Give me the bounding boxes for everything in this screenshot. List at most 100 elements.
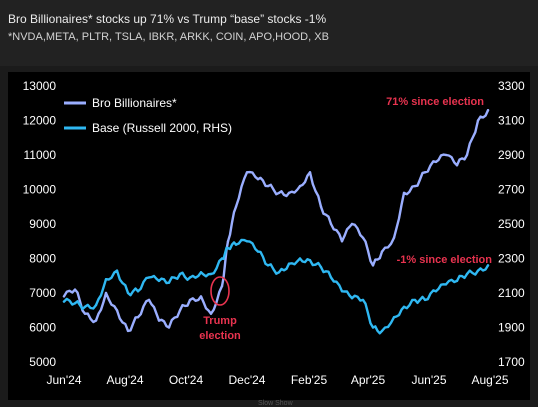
base-data-point — [115, 269, 119, 272]
bro-data-point — [136, 316, 140, 319]
base-data-point — [256, 250, 260, 253]
bro-data-point — [115, 309, 119, 312]
legend-label-base: Base (Russell 2000, RHS) — [92, 121, 232, 135]
bro-data-point — [319, 205, 323, 208]
bro-data-point — [361, 236, 365, 239]
bro-data-point — [423, 171, 427, 174]
y-left-tick-label: 11000 — [24, 148, 57, 162]
y-right-tick-label: 2700 — [498, 183, 525, 197]
x-tick-label: Feb'25 — [291, 373, 328, 387]
y-left-tick-label: 8000 — [29, 252, 56, 266]
base-data-point — [199, 271, 203, 274]
base-data-point — [319, 265, 323, 269]
bro-data-point — [308, 171, 312, 174]
base-data-point — [423, 298, 427, 302]
y-left-tick-label: 7000 — [29, 286, 56, 300]
bro-data-point — [245, 171, 249, 174]
chart-subtitle: *NVDA,META, PLTR, TSLA, IBKR, ARKK, COIN… — [8, 31, 329, 43]
base-data-point — [486, 264, 490, 267]
bro-data-point — [277, 191, 281, 195]
y-right-tick-label: 3300 — [498, 79, 525, 93]
y-left-tick-label: 13000 — [23, 79, 57, 93]
base-data-point — [167, 281, 171, 284]
y-left-tick-label: 10000 — [23, 183, 57, 197]
header: Bro Billionaires* stocks up 71% vs Trump… — [0, 0, 538, 66]
x-tick-label: Oct'24 — [169, 373, 204, 387]
bro-data-point — [455, 164, 459, 167]
base-data-point — [392, 316, 396, 319]
bro-data-point — [266, 184, 270, 188]
bro-data-point — [209, 312, 213, 315]
bro-data-point — [444, 153, 448, 157]
bro-data-point — [62, 295, 66, 298]
base-data-point — [188, 276, 192, 279]
x-tick-label: Aug'25 — [472, 373, 509, 387]
election-marker-circle — [210, 276, 230, 306]
y-right-tick-label: 3100 — [498, 114, 525, 128]
bro-data-point — [178, 309, 182, 312]
y-left-tick-label: 9000 — [29, 217, 56, 231]
chart-panel — [8, 72, 530, 400]
annotation-base-change: -1% since election — [397, 254, 493, 266]
bro-data-point — [256, 178, 260, 181]
base-data-point — [104, 278, 108, 281]
legend-label-bro: Bro Billionaires* — [92, 96, 177, 110]
bro-data-point — [157, 319, 161, 322]
y-right-tick-label: 1700 — [498, 355, 525, 369]
base-data-point — [136, 290, 140, 293]
base-data-point — [266, 264, 270, 267]
bro-data-point — [126, 329, 130, 333]
footer-credit: Slow Show — [258, 400, 293, 407]
bro-data-point — [434, 160, 438, 164]
bro-data-point — [350, 222, 354, 226]
y-left-tick-label: 6000 — [29, 321, 56, 335]
x-tick-label: Apr'25 — [351, 373, 386, 387]
base-data-point — [226, 247, 230, 250]
base-data-point — [380, 329, 384, 333]
bro-data-point — [199, 295, 203, 298]
base-data-point — [329, 276, 333, 279]
bro-data-point — [380, 250, 384, 253]
base-data-point — [465, 272, 469, 276]
base-data-point — [340, 290, 344, 293]
base-data-point — [178, 272, 182, 276]
base-data-point — [245, 240, 249, 243]
bro-data-point — [486, 109, 490, 112]
base-data-point — [413, 298, 417, 302]
base-data-point — [220, 257, 224, 260]
base-data-point — [361, 298, 365, 302]
y-right-tick-label: 2900 — [498, 148, 525, 162]
base-data-point — [157, 279, 161, 283]
bro-data-point — [371, 264, 375, 267]
base-data-point — [434, 290, 438, 293]
y-right-tick-label: 1900 — [498, 321, 525, 335]
bro-data-point — [287, 191, 291, 195]
base-data-point — [209, 272, 213, 276]
y-left-tick-label: 12000 — [23, 114, 57, 128]
bro-data-point — [147, 298, 151, 302]
y-right-tick-label: 2100 — [498, 286, 525, 300]
bro-data-point — [476, 119, 480, 122]
series-line-bro-billionaires — [62, 109, 490, 333]
annotation-election: election — [199, 330, 241, 342]
base-data-point — [298, 257, 302, 260]
y-left-tick-label: 5000 — [29, 355, 56, 369]
bro-data-point — [220, 284, 224, 288]
base-data-point — [308, 259, 312, 262]
series-layer — [62, 109, 490, 335]
bro-data-point — [340, 240, 344, 243]
bro-data-point — [392, 236, 396, 239]
base-data-point — [277, 271, 281, 274]
base-data-point — [94, 303, 98, 307]
bro-data-point — [188, 298, 192, 302]
bro-data-point — [413, 184, 417, 188]
bro-data-point — [94, 319, 98, 322]
y-right-tick-label: 2300 — [498, 252, 525, 266]
base-data-point — [83, 305, 87, 308]
base-data-point — [234, 243, 238, 246]
bro-data-point — [83, 312, 87, 315]
annotation-trump: Trump — [203, 315, 237, 327]
chart-axes: 13000 12000 11000 10000 9000 8000 7000 6000 5000… — [23, 79, 525, 387]
base-data-point — [147, 276, 151, 279]
line-chart: 13000 12000 11000 10000 9000 8000 7000 6000 5000… — [23, 79, 525, 387]
